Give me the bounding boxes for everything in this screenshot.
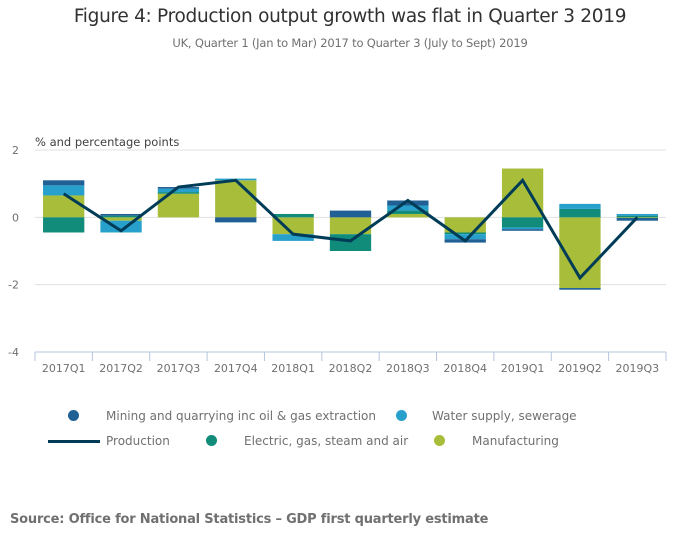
bar-manufacturing-2017Q1 [43, 195, 85, 218]
bar-mining-and-quarrying-inc-oil-gas-extraction-2017Q2 [100, 213, 142, 216]
legend-label: Electric, gas, steam and air [244, 434, 409, 448]
bar-manufacturing-2018Q3 [387, 213, 429, 218]
bar-electric-gas-steam-and-air-2019Q1 [501, 217, 544, 228]
x-tick-label: 2017Q4 [214, 362, 258, 375]
bar-mining-and-quarrying-inc-oil-gas-extraction-2019Q1 [501, 229, 544, 231]
bar-electric-gas-steam-and-air-2017Q1 [43, 217, 85, 233]
legend-dot-icon [206, 435, 217, 446]
y-tick-label: -2 [8, 279, 19, 292]
source-note: Source: Office for National Statistics –… [10, 512, 489, 527]
bar-manufacturing-2018Q2 [329, 217, 372, 235]
bar-manufacturing-2017Q3 [157, 193, 200, 218]
legend-label: Water supply, sewerage [432, 409, 577, 423]
bar-electric-gas-steam-and-air-2019Q3 [616, 215, 658, 218]
bar-water-supply-sewerage-2019Q1 [501, 227, 544, 230]
bar-mining-and-quarrying-inc-oil-gas-extraction-2018Q2 [329, 210, 372, 218]
bar-electric-gas-steam-and-air-2018Q3 [387, 210, 429, 214]
x-tick-label: 2018Q3 [386, 362, 430, 375]
bar-water-supply-sewerage-2018Q1 [272, 234, 314, 241]
chart-subtitle: UK, Quarter 1 (Jan to Mar) 2017 to Quart… [172, 36, 528, 50]
bar-manufacturing-2019Q1 [501, 168, 544, 218]
bar-mining-and-quarrying-inc-oil-gas-extraction-2017Q4 [215, 217, 257, 223]
bar-electric-gas-steam-and-air-2017Q3 [157, 192, 200, 194]
bar-water-supply-sewerage-2018Q4 [444, 234, 486, 240]
legend-dot-icon [434, 435, 445, 446]
y-tick-label: -4 [8, 346, 19, 359]
legend-label: Mining and quarrying inc oil & gas extra… [106, 409, 376, 423]
bar-water-supply-sewerage-2017Q1 [43, 185, 85, 196]
bar-water-supply-sewerage-2018Q3 [387, 205, 429, 211]
bar-manufacturing-2017Q4 [215, 180, 257, 218]
bar-mining-and-quarrying-inc-oil-gas-extraction-2017Q1 [43, 180, 85, 186]
bar-water-supply-sewerage-2017Q2 [100, 220, 142, 233]
bar-manufacturing-2017Q2 [100, 217, 142, 221]
bar-water-supply-sewerage-2019Q2 [559, 203, 601, 209]
x-tick-label: 2017Q3 [157, 362, 201, 375]
chart-title: Figure 4: Production output growth was f… [73, 6, 627, 27]
legend-line-icon [48, 440, 100, 443]
y-axis-label: % and percentage points [35, 135, 179, 149]
bar-water-supply-sewerage-2019Q3 [616, 213, 658, 216]
bar-mining-and-quarrying-inc-oil-gas-extraction-2018Q3 [387, 200, 429, 206]
x-tick-label: 2018Q4 [443, 362, 487, 375]
bar-electric-gas-steam-and-air-2018Q2 [329, 234, 372, 251]
legend-dot-icon [396, 410, 407, 421]
x-tick-label: 2019Q3 [615, 362, 659, 375]
bar-electric-gas-steam-and-air-2017Q2 [100, 215, 142, 218]
y-tick-label: 2 [12, 144, 19, 157]
x-tick-label: 2018Q2 [329, 362, 373, 375]
legend-dot-icon [68, 410, 79, 421]
bar-manufacturing-2018Q1 [272, 217, 314, 235]
legend-label: Production [106, 434, 170, 448]
legend-label: Manufacturing [472, 434, 559, 448]
bar-mining-and-quarrying-inc-oil-gas-extraction-2019Q2 [559, 288, 601, 290]
x-tick-label: 2019Q1 [501, 362, 545, 375]
chart-area: % and percentage points 2 0 -2 -4 2017Q1 201… [8, 135, 667, 375]
bar-electric-gas-steam-and-air-2018Q1 [272, 213, 314, 218]
x-tick-label: 2017Q1 [42, 362, 86, 375]
x-tick-label: 2017Q2 [99, 362, 143, 375]
bar-electric-gas-steam-and-air-2019Q2 [559, 208, 601, 218]
bar-electric-gas-steam-and-air-2018Q4 [444, 232, 486, 235]
x-tick-label: 2018Q1 [271, 362, 315, 375]
y-tick-label: 0 [12, 211, 19, 224]
bar-water-supply-sewerage-2017Q3 [157, 188, 200, 193]
x-tick-label: 2019Q2 [558, 362, 602, 375]
